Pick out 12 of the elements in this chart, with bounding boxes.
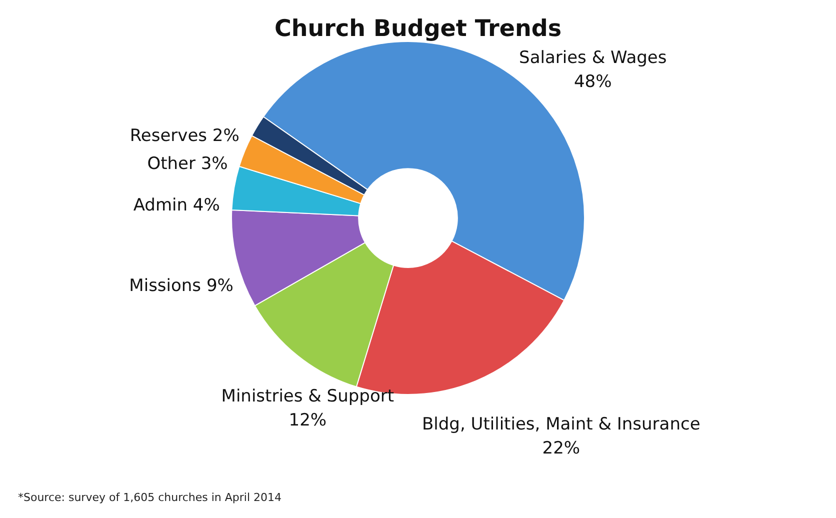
data-label: 12%	[288, 410, 327, 431]
slice-label: Missions 9%	[129, 276, 234, 296]
slice-label: Bldg, Utilities, Maint & Insurance	[422, 414, 700, 435]
chart-title: Church Budget Trends	[273, 16, 563, 42]
slice-label: Admin 4%	[133, 196, 220, 216]
data-label: 22%	[542, 438, 580, 459]
slice-label: Other 3%	[147, 154, 228, 174]
slice-label: Salaries & Wages	[519, 48, 667, 68]
slice-label: Ministries & Support	[221, 386, 394, 407]
data-label: 48%	[574, 72, 612, 92]
text: *Source: survey of 1,605 churches in April 2014	[18, 491, 282, 504]
slice-label: Reserves 2%	[130, 126, 240, 146]
